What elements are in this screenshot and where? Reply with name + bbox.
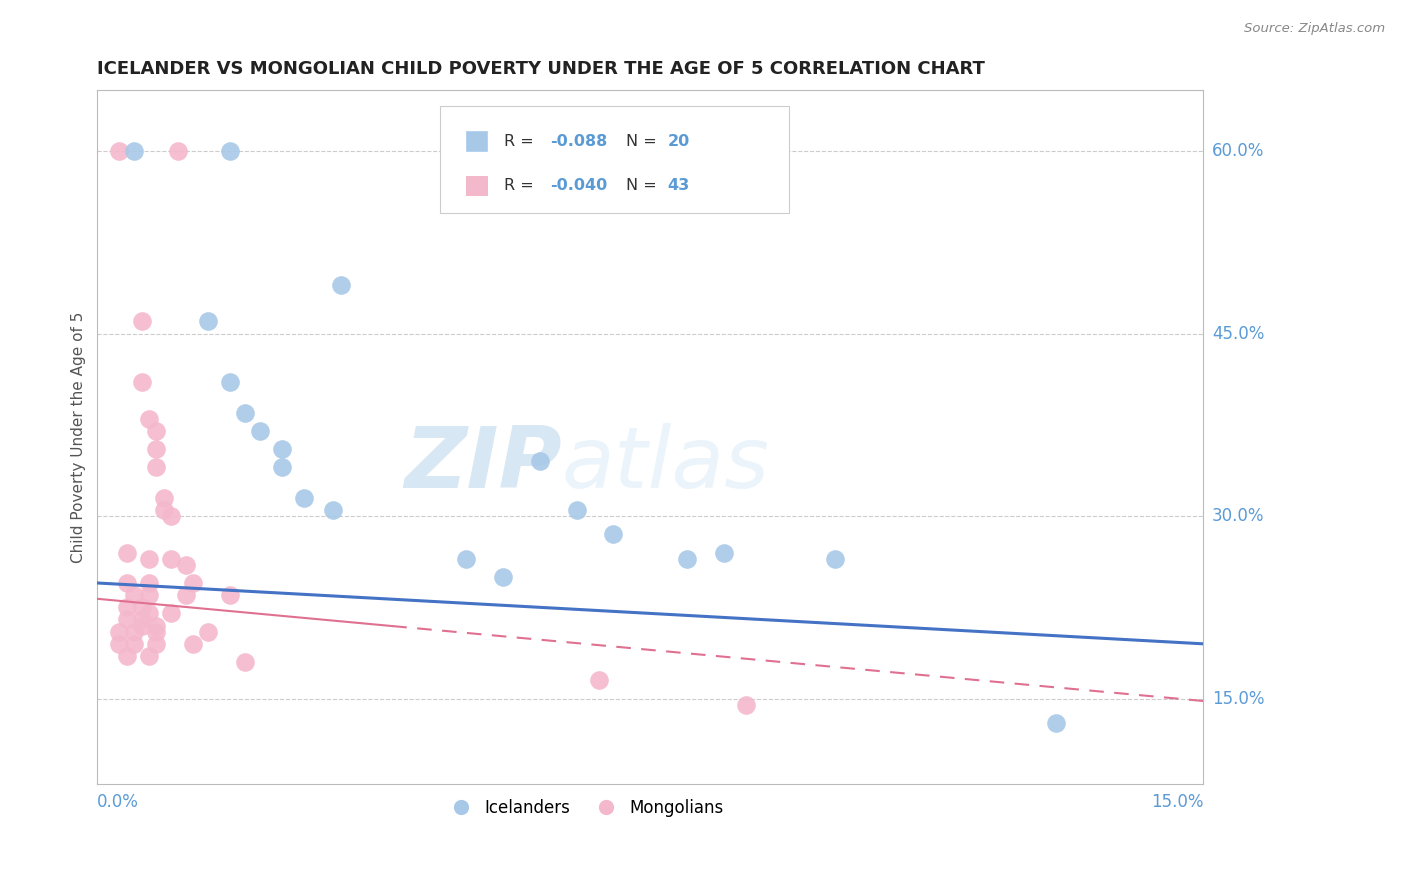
Point (735, 698, 758, 712)
Point (138, 411, 160, 425)
Point (454, 551, 477, 566)
Text: R =: R = (503, 178, 538, 193)
Point (174, 588, 197, 602)
Point (115, 612, 138, 626)
Point (676, 551, 699, 566)
Point (181, 637, 204, 651)
Text: ZIP: ZIP (404, 423, 562, 507)
Point (115, 648, 138, 663)
Point (115, 600, 138, 615)
Point (145, 442, 167, 457)
Point (145, 424, 167, 438)
FancyBboxPatch shape (465, 131, 488, 151)
Point (713, 545, 735, 559)
Point (152, 491, 174, 505)
Point (138, 588, 160, 602)
Point (108, 637, 131, 651)
Point (602, 527, 624, 541)
Point (181, 576, 204, 591)
Point (122, 144, 145, 158)
Point (329, 277, 352, 292)
Text: -0.040: -0.040 (550, 178, 607, 193)
Point (219, 376, 242, 390)
Point (122, 624, 145, 639)
Point (492, 570, 515, 584)
Text: Source: ZipAtlas.com: Source: ZipAtlas.com (1244, 22, 1385, 36)
Text: 30.0%: 30.0% (1212, 507, 1264, 525)
Point (292, 491, 315, 505)
Text: ICELANDER VS MONGOLIAN CHILD POVERTY UNDER THE AGE OF 5 CORRELATION CHART: ICELANDER VS MONGOLIAN CHILD POVERTY UND… (97, 60, 986, 78)
Point (152, 503, 174, 517)
Point (160, 607, 183, 621)
Y-axis label: Child Poverty Under the Age of 5: Child Poverty Under the Age of 5 (72, 311, 86, 563)
Point (145, 460, 167, 475)
Point (529, 454, 551, 468)
Point (115, 545, 138, 559)
Point (131, 600, 153, 615)
Text: N =: N = (626, 134, 661, 149)
Point (270, 442, 292, 457)
Point (131, 376, 153, 390)
Point (270, 460, 292, 475)
Text: 15.0%: 15.0% (1212, 690, 1264, 707)
Text: 60.0%: 60.0% (1212, 142, 1264, 160)
Point (131, 314, 153, 328)
Point (322, 503, 344, 517)
Point (108, 144, 131, 158)
Point (197, 314, 219, 328)
Point (145, 624, 167, 639)
FancyBboxPatch shape (465, 176, 488, 195)
Point (219, 588, 242, 602)
Point (131, 612, 153, 626)
Point (138, 607, 160, 621)
Point (565, 503, 588, 517)
Point (122, 588, 145, 602)
Point (138, 648, 160, 663)
Point (249, 424, 271, 438)
Point (197, 624, 219, 639)
Point (233, 406, 256, 420)
Point (233, 655, 256, 669)
Text: 43: 43 (668, 178, 690, 193)
Point (824, 551, 846, 566)
Point (145, 637, 167, 651)
Point (131, 618, 153, 632)
Point (108, 624, 131, 639)
Text: -0.088: -0.088 (550, 134, 607, 149)
Point (138, 551, 160, 566)
Point (122, 637, 145, 651)
Text: N =: N = (626, 178, 661, 193)
Point (115, 576, 138, 591)
Point (138, 576, 160, 591)
Point (145, 618, 167, 632)
FancyBboxPatch shape (440, 105, 789, 213)
Text: atlas: atlas (562, 423, 770, 507)
Point (588, 673, 610, 688)
Text: 45.0%: 45.0% (1212, 325, 1264, 343)
Point (174, 558, 197, 572)
Point (1045, 715, 1067, 730)
Point (160, 509, 183, 524)
Legend: Icelanders, Mongolians: Icelanders, Mongolians (437, 793, 731, 824)
Text: 15.0%: 15.0% (1150, 794, 1204, 812)
Text: 0.0%: 0.0% (97, 794, 139, 812)
Text: 20: 20 (668, 134, 690, 149)
Point (167, 144, 190, 158)
Point (160, 551, 183, 566)
Point (219, 144, 242, 158)
Text: R =: R = (503, 134, 538, 149)
